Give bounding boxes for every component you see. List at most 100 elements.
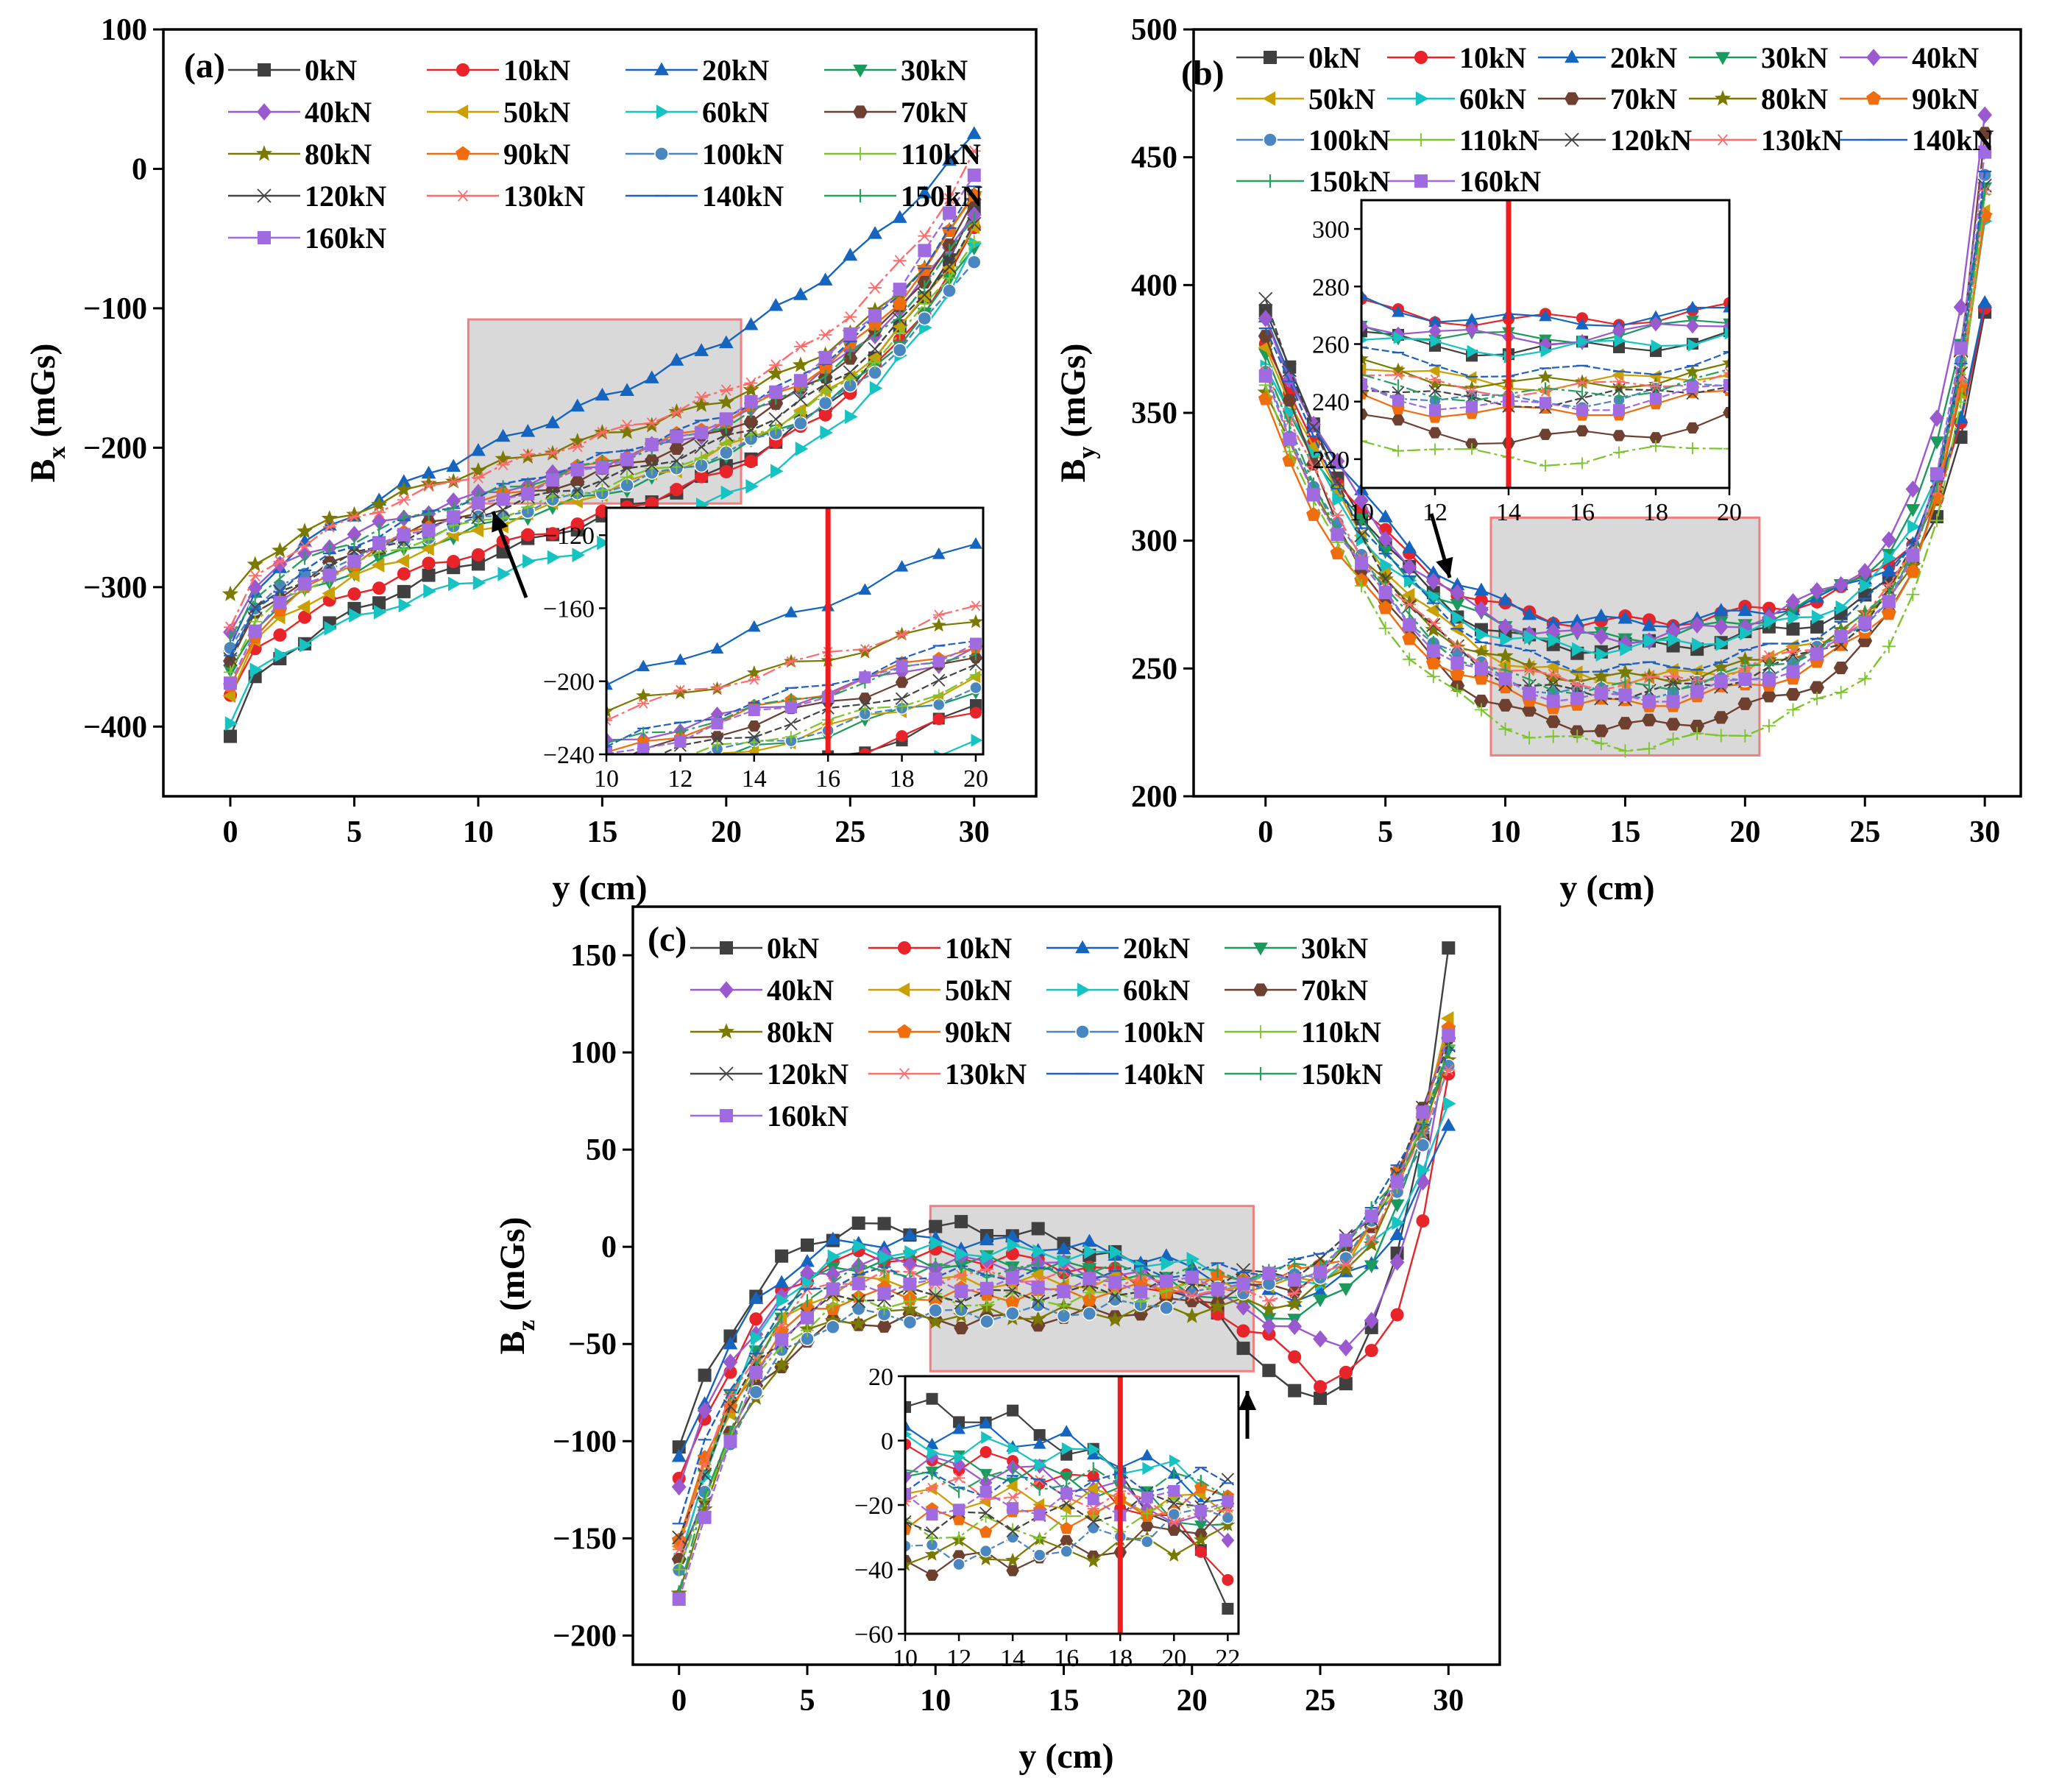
data-point <box>784 606 798 617</box>
legend-marker <box>656 105 670 119</box>
data-point <box>931 617 946 632</box>
data-point <box>869 380 883 396</box>
y-axis-label: Bz (mGs) <box>493 1216 540 1354</box>
data-point <box>324 620 338 636</box>
data-point <box>723 1336 738 1350</box>
data-point <box>1857 562 1873 581</box>
legend-label: 60kN <box>702 96 769 129</box>
data-point <box>669 442 684 456</box>
data-point <box>1593 608 1609 622</box>
legend-item: 140kN <box>1046 1058 1205 1091</box>
series-110kN-inset <box>679 669 982 754</box>
data-point <box>1686 318 1699 334</box>
data-point <box>1261 1317 1277 1335</box>
data-point <box>1498 672 1512 686</box>
data-point <box>1060 1510 1073 1523</box>
data-point <box>347 554 361 568</box>
inset-frame <box>605 506 985 756</box>
y-tick-label: 100 <box>570 1036 617 1070</box>
data-point <box>1786 665 1800 679</box>
data-point <box>1474 662 1488 676</box>
data-point <box>620 470 634 484</box>
data-point <box>793 374 807 388</box>
data-point <box>1594 686 1608 700</box>
data-point <box>669 353 684 366</box>
legend-marker <box>455 105 469 119</box>
data-point <box>1762 690 1776 703</box>
data-point <box>1594 737 1608 751</box>
data-point <box>1576 377 1588 388</box>
data-point <box>1786 703 1800 717</box>
data-point <box>905 1430 913 1439</box>
data-point <box>1258 291 1273 306</box>
legend-item: 130kN <box>427 180 585 213</box>
data-point <box>1545 715 1561 729</box>
data-point <box>1428 384 1442 397</box>
data-point <box>1810 681 1824 694</box>
legend-marker <box>1253 983 1268 996</box>
data-point <box>892 210 907 223</box>
data-point <box>943 271 957 285</box>
legend-item: 70kN <box>824 96 968 129</box>
data-point <box>1618 688 1632 702</box>
data-point <box>902 1256 918 1274</box>
inset-y-tick-label: −20 <box>854 1492 893 1520</box>
data-point <box>1474 582 1489 596</box>
inset-plot-area <box>905 1392 1236 1615</box>
data-point <box>1258 310 1273 327</box>
data-point <box>1906 587 1920 601</box>
data-point <box>1361 288 1368 301</box>
y-axis-label: By (mGs) <box>1054 344 1101 483</box>
data-point <box>896 700 908 712</box>
axes-frame <box>631 905 1501 1666</box>
data-point <box>1497 647 1514 663</box>
series-40kN <box>1258 106 1993 652</box>
legend-marker <box>719 1066 734 1081</box>
x-tick-label: 0 <box>222 815 238 849</box>
data-point <box>747 745 759 754</box>
legend-item: 40kN <box>690 974 834 1007</box>
data-point <box>1762 719 1776 733</box>
data-point <box>471 557 485 571</box>
data-point <box>800 1238 814 1252</box>
data-point <box>1361 318 1368 334</box>
data-point <box>223 676 237 690</box>
data-point <box>1620 642 1633 656</box>
data-point <box>1392 445 1404 457</box>
data-point <box>1466 443 1478 456</box>
data-point <box>1159 1274 1173 1288</box>
data-point <box>1222 1602 1234 1615</box>
data-point <box>953 1531 965 1543</box>
data-point <box>1666 732 1680 746</box>
y-tick-label: 450 <box>1131 141 1177 175</box>
y-axis-label-sub: x <box>43 446 71 458</box>
data-point <box>942 152 957 166</box>
legend-item: 20kN <box>1538 41 1677 74</box>
data-point <box>322 521 336 533</box>
data-point <box>968 670 981 684</box>
data-point <box>793 392 808 407</box>
data-point <box>670 430 684 444</box>
data-point <box>595 461 609 475</box>
data-point <box>693 396 710 412</box>
legend-label: 140kN <box>1912 124 1994 157</box>
data-point <box>1060 1487 1073 1500</box>
inset-x-tick-label: 14 <box>1000 1645 1025 1672</box>
data-point <box>1006 1565 1019 1576</box>
data-point <box>1426 670 1440 684</box>
data-point <box>570 398 585 412</box>
data-point <box>470 523 484 538</box>
data-point <box>1474 593 1488 607</box>
data-point <box>496 458 510 471</box>
y-tick-label: 50 <box>586 1133 617 1167</box>
data-point <box>423 584 436 599</box>
legend-item: 100kN <box>1236 124 1390 157</box>
data-point <box>818 408 832 422</box>
data-point <box>1546 695 1560 709</box>
data-point <box>1883 550 1897 566</box>
data-point <box>746 665 762 679</box>
data-point <box>372 506 386 519</box>
data-point <box>851 1277 865 1291</box>
data-point <box>223 621 237 634</box>
data-point <box>673 685 688 700</box>
